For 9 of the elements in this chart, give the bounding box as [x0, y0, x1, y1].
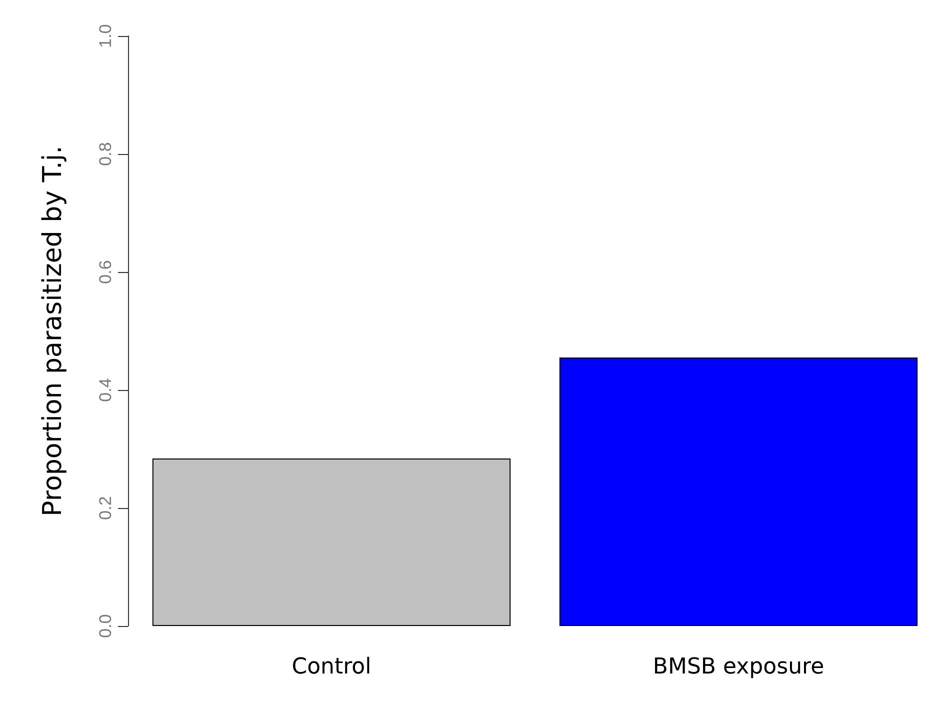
y-tick-label: 0.6 — [96, 260, 115, 284]
y-axis-title: Proportion parasitized by T.j. — [38, 146, 68, 516]
x-tick-label: BMSB exposure — [652, 654, 824, 680]
y-tick-label: 1.0 — [96, 24, 115, 48]
y-tick-label: 0.0 — [96, 614, 115, 638]
y-tick-label: 0.8 — [96, 142, 115, 166]
y-tick-label: 0.4 — [96, 378, 115, 402]
y-tick-label: 0.2 — [96, 496, 115, 520]
x-tick-label: Control — [292, 654, 372, 680]
